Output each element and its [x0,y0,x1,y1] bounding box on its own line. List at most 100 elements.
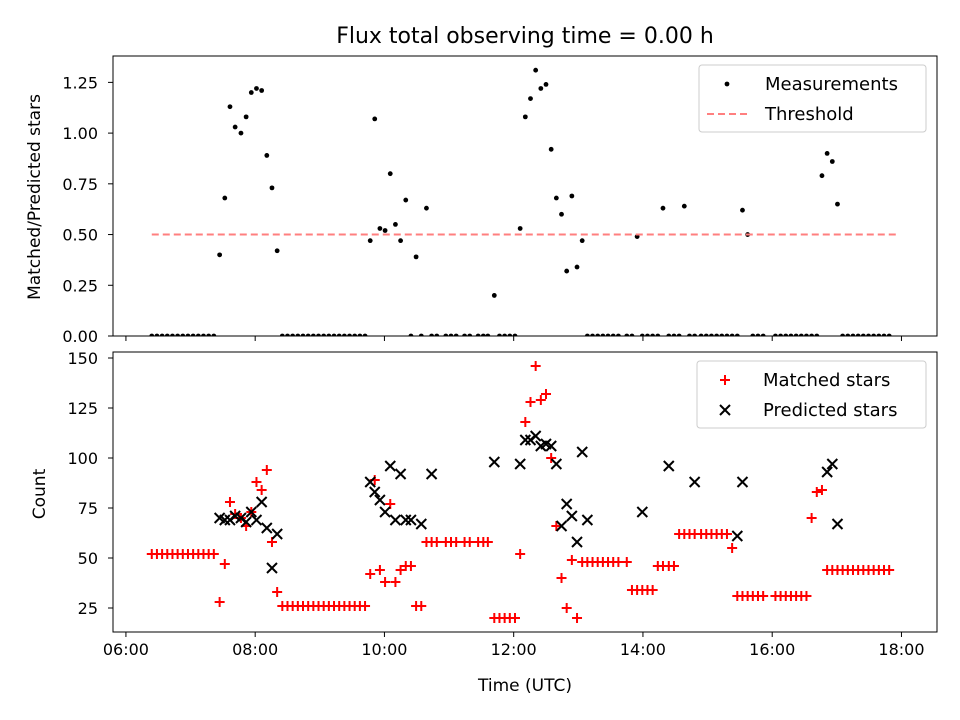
measurements-point [783,333,789,336]
measurements-point [660,205,666,211]
predicted-stars-point [545,440,557,452]
predicted-stars-point [369,486,381,498]
measurements-point [543,82,549,87]
predicted-stars-point [731,530,744,542]
measurements-point [687,333,692,336]
y-tick-label: 25 [78,599,98,618]
x-tick-label: 16:00 [749,640,795,659]
measurements-point [860,333,866,336]
measurements-point [418,333,424,336]
predicted-stars-point [736,476,749,488]
measurements-point [206,333,212,336]
measurements-point [254,86,259,91]
matched-stars-point [530,361,541,371]
matched-stars-point [884,565,895,575]
measurements-point [584,333,590,336]
measurements-point [590,333,595,336]
measurements-point [211,333,217,336]
predicted-stars-point [581,514,594,526]
y-tick-label: 0.50 [62,226,98,245]
measurements-point [305,333,311,336]
matched-stars-point [541,389,552,399]
measurements-point [564,268,570,274]
measurements-point [595,333,601,336]
measurements-point [574,264,580,270]
matched-stars-point [482,537,493,547]
measurements-point [698,333,704,336]
measurements-point [453,333,459,336]
matched-stars-point [272,587,283,597]
measurements-point [714,333,720,336]
measurements-point [724,333,730,336]
measurements-point [876,333,882,336]
matched-stars-point [816,485,827,495]
measurements-point [243,114,249,120]
matched-stars-point [566,555,577,565]
measurements-point [624,333,630,336]
measurements-point [201,333,206,336]
measurements-point [377,226,383,231]
measurements-point [352,333,358,336]
measurements-point [491,293,497,298]
matched-stars-point [561,603,572,613]
measurements-point [845,333,851,336]
matched-stars-point [251,477,262,487]
measurements-point [290,333,296,336]
ratio-panel: 0.00 0.25 0.50 0.75 1.00 1.25 Measurements Thre… [62,55,938,346]
measurements-point [804,333,809,336]
measurements-point [788,333,794,336]
measurements-point [175,333,181,336]
predicted-stars-point [255,496,268,508]
y-tick-label: 1.25 [62,73,98,92]
x-tick-label: 06:00 [103,640,149,659]
measurements-point [692,333,698,336]
measurements-point [793,333,799,336]
measurements-point [709,333,714,336]
x-axis-label: Time (UTC) [477,676,572,696]
measurements-point [522,114,528,120]
predicted-stars-point [271,528,283,540]
measurements-point [336,333,342,336]
measurements-point [408,333,414,336]
measurements-point [295,333,301,336]
matched-stars-point [405,561,416,571]
predicted-stars-point [415,518,427,530]
measurements-point [755,333,761,336]
legend: Measurements Threshold [698,64,927,133]
measurements-point [274,248,280,254]
data-layer [149,67,900,336]
predicted-stars-point [245,506,258,518]
measurements-point [264,153,270,158]
x-tick-label: 10:00 [361,640,407,659]
measurements-point [703,333,709,336]
measurements-point [798,333,804,336]
measurements-point [750,333,756,336]
measurements-point [347,333,352,336]
measurements-point [222,195,228,201]
measurements-point [387,171,393,177]
measurements-point [778,333,784,336]
measurements-point [671,333,677,336]
measurements-point [809,333,815,336]
predicted-stars-point [571,536,583,548]
legend-box [696,360,927,429]
predicted-stars-point [405,514,417,526]
matched-stars-legend-swatch [720,375,730,385]
measurements-point [528,96,533,102]
measurements-point [559,211,564,217]
matched-stars-point [509,613,520,623]
predicted-stars-point [261,522,273,534]
matched-stars-point [365,569,376,579]
matched-stars-point [727,543,738,553]
measurements-point [393,222,398,227]
measurements-point [448,333,454,336]
measurements-point [666,333,672,336]
measurements-point [824,150,830,156]
matched-stars-point [214,597,225,607]
measurements-point [729,333,735,336]
measurements-point [326,333,332,336]
measurements-point [538,86,544,91]
predicted-stars-point [250,514,263,526]
measurements-point [605,333,611,336]
matched-stars-point [464,537,475,547]
